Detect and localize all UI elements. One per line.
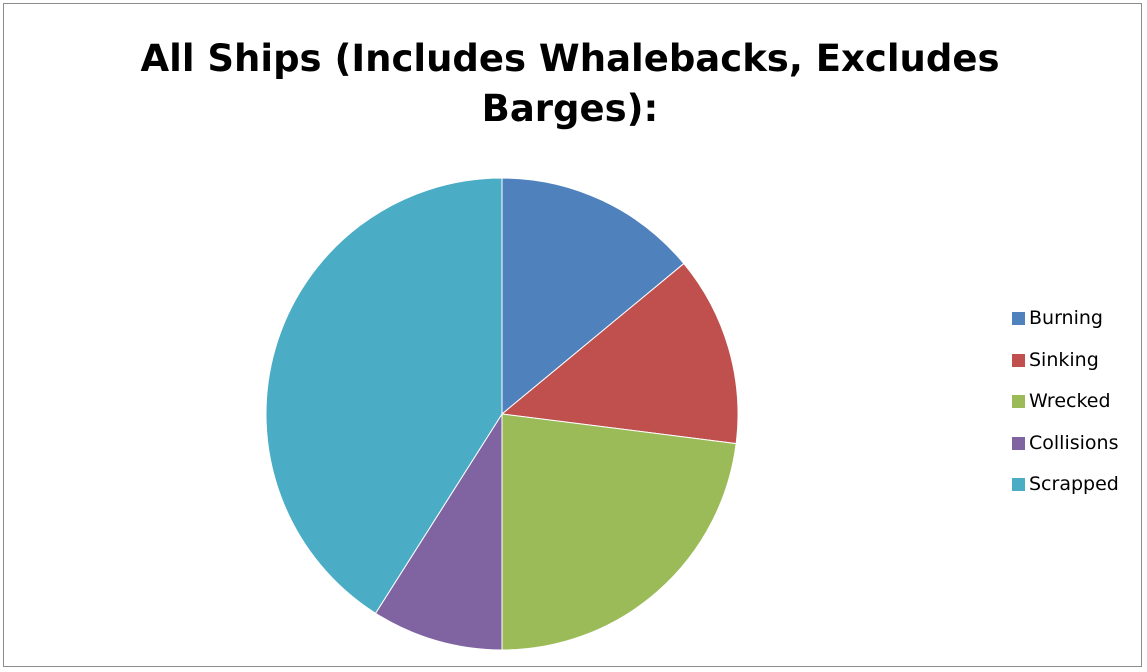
legend-swatch-wrecked — [1012, 395, 1025, 408]
pie-slices — [265, 177, 739, 651]
pie-slice-burning — [501, 177, 685, 416]
pie-slice-collisions — [374, 412, 503, 651]
chart-title: All Ships (Includes Whalebacks, Excludes… — [140, 37, 1000, 130]
legend-swatch-collisions — [1012, 436, 1025, 450]
legend-item-collisions: Collisions — [1012, 429, 1119, 471]
legend-swatch-sinking — [1012, 353, 1025, 367]
pie-slice-sinking — [500, 262, 739, 445]
pie-slice-wrecked — [501, 413, 737, 651]
legend-label-burning: Burning — [1029, 307, 1103, 329]
legend-item-scrapped: Scrapped — [1012, 470, 1119, 512]
legend-item-wrecked: Wrecked — [1012, 387, 1119, 429]
legend-swatch-scrapped — [1012, 478, 1025, 491]
legend-item-burning: Burning — [1012, 304, 1119, 346]
legend: Burning Sinking Wrecked Collisions Scrap… — [1012, 304, 1119, 512]
legend-label-sinking: Sinking — [1029, 348, 1099, 371]
legend-item-sinking: Sinking — [1012, 346, 1119, 388]
legend-label-scrapped: Scrapped — [1029, 473, 1119, 495]
pie-slice-scrapped — [265, 177, 503, 614]
legend-label-wrecked: Wrecked — [1029, 390, 1111, 412]
legend-label-collisions: Collisions — [1029, 431, 1119, 454]
legend-swatch-burning — [1012, 312, 1025, 325]
